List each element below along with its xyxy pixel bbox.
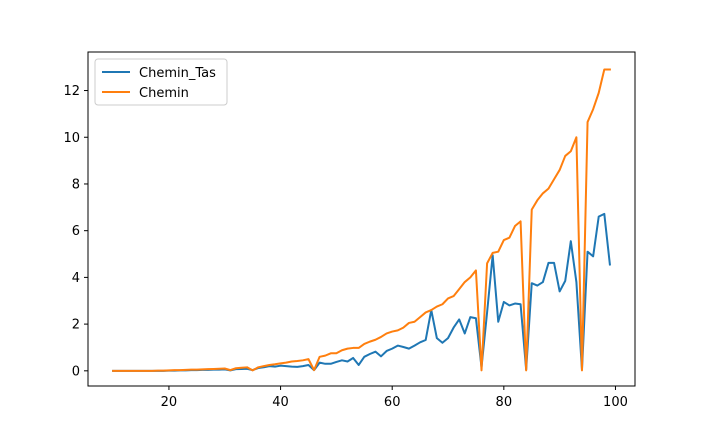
series-layer <box>112 68 611 372</box>
y-tick-label: 10 <box>63 131 80 146</box>
plot-frame <box>87 51 636 387</box>
x-tick-label: 80 <box>496 395 513 410</box>
y-tick-label: 12 <box>63 84 80 99</box>
y-tick-label: 6 <box>72 224 80 239</box>
x-axis: 20 40 60 80 100 <box>161 386 628 410</box>
y-tick-label: 0 <box>72 364 80 379</box>
y-axis: 0 2 4 6 8 10 12 <box>63 84 88 379</box>
y-tick-label: 4 <box>72 271 80 286</box>
legend-label-chemin-tas: Chemin_Tas <box>139 66 216 81</box>
legend-label-chemin: Chemin <box>139 86 189 101</box>
x-tick-label: 100 <box>603 395 628 410</box>
x-tick-label: 20 <box>161 395 178 410</box>
x-tick-label: 40 <box>272 395 289 410</box>
y-tick-label: 8 <box>72 177 80 192</box>
x-tick-label: 60 <box>384 395 401 410</box>
series-line-chemin <box>112 68 611 372</box>
y-tick-label: 2 <box>72 318 80 333</box>
legend: Chemin_Tas Chemin <box>94 58 228 106</box>
plot-area <box>88 52 635 386</box>
legend-box <box>94 58 228 106</box>
